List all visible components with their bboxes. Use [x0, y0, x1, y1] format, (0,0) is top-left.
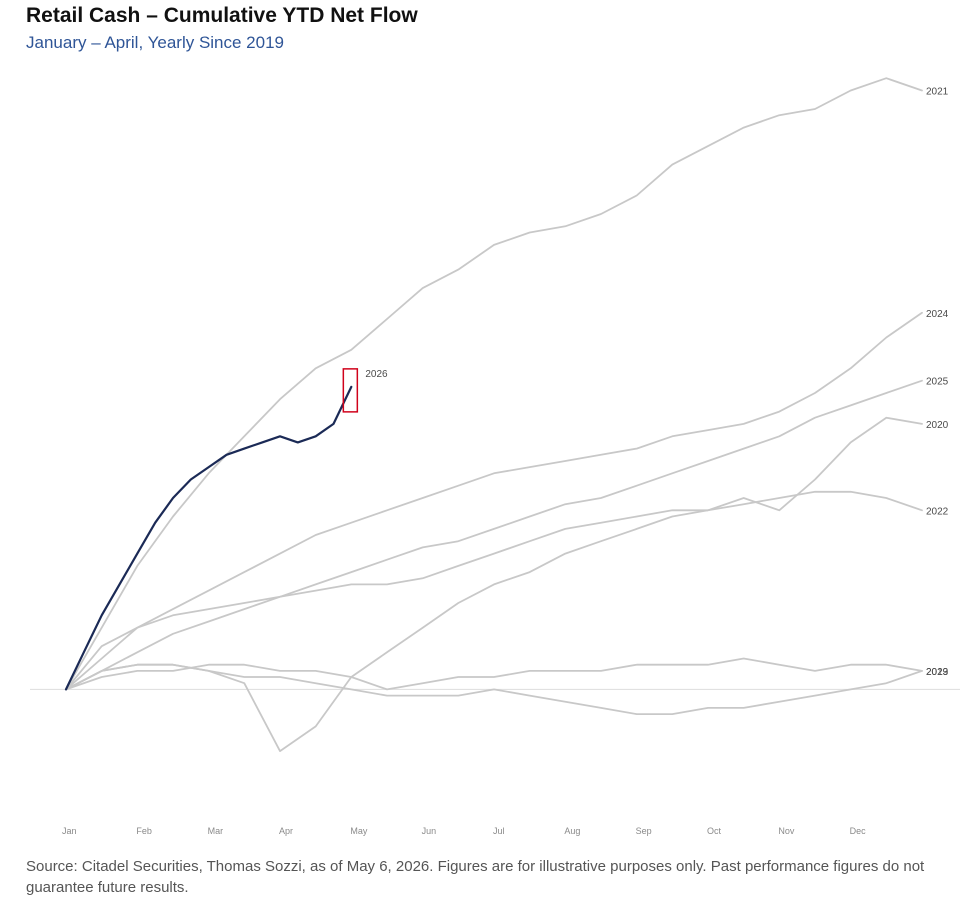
series-label-2019: 2019 [926, 667, 949, 678]
x-tick-label-aug: Aug [564, 826, 580, 836]
series-line-2021 [65, 77, 923, 691]
x-tick-label-nov: Nov [778, 826, 795, 836]
series-label-2022: 2022 [926, 506, 949, 517]
series-line-2023 [65, 663, 923, 715]
series-label-2026: 2026 [365, 369, 388, 380]
x-tick-label-jan: Jan [62, 826, 77, 836]
x-tick-label-oct: Oct [707, 826, 722, 836]
series-label-2020: 2020 [926, 420, 949, 431]
series-line-2019 [65, 657, 923, 691]
series-label-2025: 2025 [926, 377, 949, 388]
x-tick-label-dec: Dec [850, 826, 867, 836]
x-tick-label-apr: Apr [279, 826, 293, 836]
series-line-2024 [65, 311, 923, 691]
highlight-box [342, 368, 359, 413]
x-tick-label-jul: Jul [493, 826, 505, 836]
x-tick-label-jun: Jun [422, 826, 437, 836]
x-tick-label-sep: Sep [636, 826, 652, 836]
chart-plot: Jan Feb Mar Apr May Jun Jul Aug Sep Oct Nov Dec 2021… [30, 77, 960, 836]
source-note: Source: Citadel Securities, Thomas Sozzi… [26, 858, 925, 896]
series-line-2026 [64, 385, 353, 691]
series-label-2021: 2021 [926, 87, 949, 98]
chart-subtitle: January – April, Yearly Since 2019 [26, 33, 285, 52]
series-line-2025 [65, 379, 923, 691]
chart-title: Retail Cash – Cumulative YTD Net Flow [26, 4, 418, 27]
series-line-2022 [65, 490, 923, 691]
x-tick-label-mar: Mar [208, 826, 224, 836]
x-tick-label-may: May [350, 826, 368, 836]
series-label-2023: 2023 [926, 667, 949, 678]
series-label-2024: 2024 [926, 309, 949, 320]
series-line-2020 [65, 416, 923, 752]
x-tick-label-feb: Feb [136, 826, 152, 836]
